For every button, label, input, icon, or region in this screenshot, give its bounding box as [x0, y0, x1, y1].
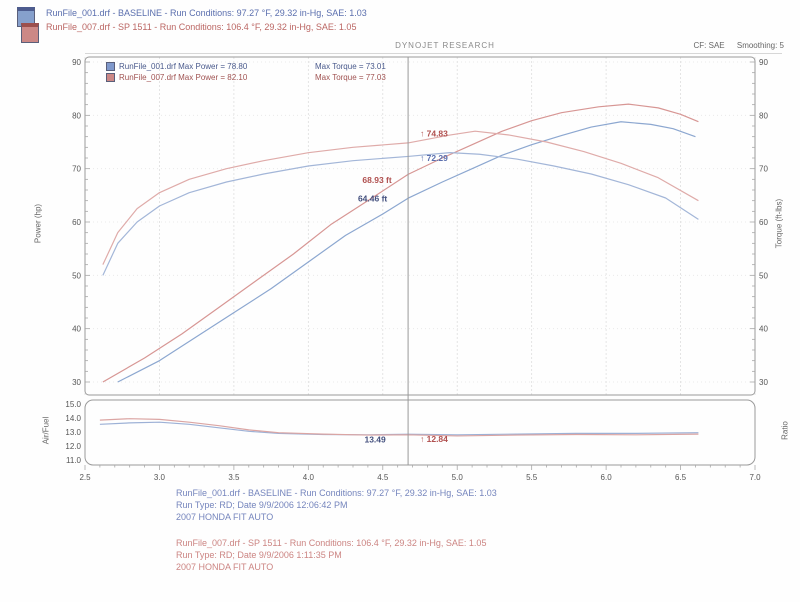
header-run-info-intake: RunFile_007.drf - SP 1511 - Run Conditio… — [46, 22, 357, 32]
legend-row-intake: RunFile_007.drf Max Power = 82.10 Max To… — [106, 72, 386, 83]
power-tick-label: 40 — [72, 325, 81, 334]
legend-text-baseline: RunFile_001.drf Max Power = 78.80 — [119, 62, 248, 71]
series-line-runfile-001-afr — [99, 421, 699, 436]
torque-tick-label: 60 — [759, 218, 768, 227]
run-file-thumbnails-icon[interactable] — [17, 7, 39, 43]
axis-ticks — [84, 61, 756, 470]
legend-text-intake: RunFile_007.drf Max Power = 82.10 — [119, 73, 248, 82]
footer-baseline-line2: Run Type: RD; Date 9/9/2006 12:06:42 PM — [176, 500, 348, 510]
footer-intake-line3: 2007 HONDA FIT AUTO — [176, 562, 274, 572]
footer-baseline-line3: 2007 HONDA FIT AUTO — [176, 512, 274, 522]
x-tick-label: 3.5 — [228, 473, 240, 482]
main-annotation: 64.46 ft — [358, 194, 387, 204]
afr-tick-label: 14.0 — [65, 414, 81, 423]
brand-label: DYNOJET RESEARCH — [395, 41, 495, 50]
series-line-runfile-001-torque — [102, 152, 699, 276]
x-tick-label: 7.0 — [749, 473, 761, 482]
legend-torque-intake: Max Torque = 77.03 — [315, 73, 386, 82]
series-line-runfile-001-power — [117, 121, 696, 383]
power-tick-label: 60 — [72, 218, 81, 227]
series-line-runfile-007-afr — [99, 418, 699, 437]
afr-panel-border — [84, 399, 756, 466]
afr-annotation: ↑ 12.84 — [420, 434, 448, 444]
torque-tick-label: 90 — [759, 58, 768, 67]
afr-tick-label: 15.0 — [65, 400, 81, 409]
torque-tick-label: 30 — [759, 378, 768, 387]
legend-torque-baseline: Max Torque = 73.01 — [315, 62, 386, 71]
main-annotation: 68.93 ft — [362, 175, 391, 185]
legend-row-baseline: RunFile_001.drf Max Power = 78.80 Max To… — [106, 61, 386, 72]
torque-tick-label: 40 — [759, 325, 768, 334]
power-tick-label: 80 — [72, 111, 81, 120]
power-tick-label: 30 — [72, 378, 81, 387]
header-divider — [85, 53, 782, 54]
x-tick-label: 6.5 — [675, 473, 687, 482]
series-line-runfile-007-power — [102, 103, 699, 383]
x-tick-label: 5.0 — [452, 473, 464, 482]
chart-settings-readout: CF: SAE Smoothing: 5 — [684, 41, 785, 50]
legend-swatch-baseline[interactable] — [106, 62, 115, 71]
torque-axis-title: Torque (ft-lbs) — [774, 198, 784, 249]
intake-run-thumbnail-icon[interactable] — [21, 23, 39, 43]
footer-run-info-intake: RunFile_007.drf - SP 1511 - Run Conditio… — [176, 537, 486, 573]
correction-factor-label: CF: SAE — [693, 41, 725, 50]
afr-series — [99, 418, 699, 437]
x-tick-label: 4.5 — [377, 473, 389, 482]
tick-labels: 90 80 70 60 50 40 30 90 80 70 60 50 40 30 15.0 14.0 13.0… — [65, 58, 768, 482]
footer-baseline-line1: RunFile_001.drf - BASELINE - Run Conditi… — [176, 488, 497, 498]
x-tick-label: 6.0 — [601, 473, 613, 482]
afr-tick-label: 11.0 — [66, 456, 82, 465]
power-tick-label: 90 — [72, 58, 81, 67]
power-tick-label: 50 — [72, 271, 81, 280]
torque-tick-label: 50 — [759, 271, 768, 280]
legend-swatch-intake[interactable] — [106, 73, 115, 82]
main-annotation: ↑ 72.29 — [420, 153, 448, 163]
afr-annotation: 13.49 — [364, 435, 386, 445]
x-tick-label: 2.5 — [79, 473, 91, 482]
footer-intake-line2: Run Type: RD; Date 9/9/2006 1:11:35 PM — [176, 550, 342, 560]
power-axis-title: Power (hp) — [33, 203, 43, 244]
x-tick-label: 4.0 — [303, 473, 315, 482]
main-panel-border — [84, 56, 756, 396]
afr-tick-label: 13.0 — [65, 428, 81, 437]
torque-tick-label: 80 — [759, 111, 768, 120]
afr-tick-label: 12.0 — [65, 442, 81, 451]
main-annotation: ↑ 74.83 — [420, 128, 448, 138]
power-tick-label: 70 — [72, 165, 81, 174]
torque-tick-label: 70 — [759, 165, 768, 174]
cursor-value-annotations: ↑ 74.83 ↑ 72.29 68.93 ft 64.46 ft 13.49 ↑ 12.… — [358, 128, 448, 444]
ratio-axis-title: Ratio — [780, 421, 790, 440]
chart-legend: RunFile_001.drf Max Power = 78.80 Max To… — [106, 61, 386, 83]
main-series — [102, 103, 699, 383]
footer-run-info-baseline: RunFile_001.drf - BASELINE - Run Conditi… — [176, 487, 497, 523]
header-run-info-baseline: RunFile_001.drf - BASELINE - Run Conditi… — [46, 8, 367, 18]
footer-intake-line1: RunFile_007.drf - SP 1511 - Run Conditio… — [176, 538, 487, 548]
afr-axis-title: Air/Fuel — [41, 416, 51, 445]
x-tick-label: 5.5 — [526, 473, 538, 482]
smoothing-label: Smoothing: 5 — [736, 41, 784, 50]
series-line-runfile-007-torque — [102, 130, 699, 265]
x-tick-label: 3.0 — [154, 473, 166, 482]
